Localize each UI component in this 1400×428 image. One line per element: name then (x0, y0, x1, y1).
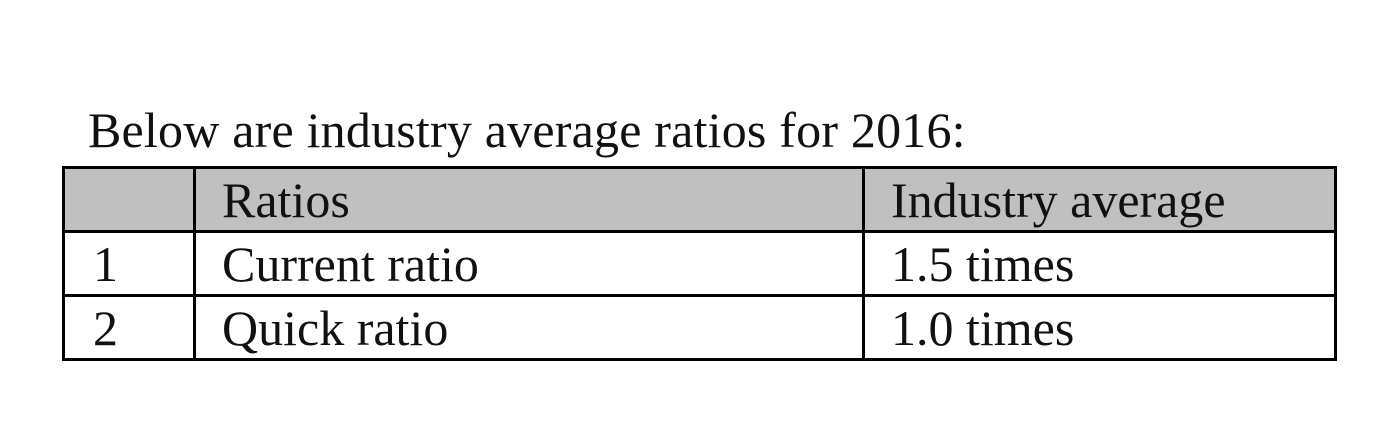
header-industry-average-cell: Industry average (862, 166, 1337, 233)
row-number-cell: 1 (62, 230, 196, 297)
industry-ratios-table: Ratios Industry average 1 Current ratio … (62, 166, 1337, 361)
table-row: 1 Current ratio 1.5 times (62, 230, 1337, 297)
row-number-cell: 2 (62, 294, 196, 361)
table-row: 2 Quick ratio 1.0 times (62, 294, 1337, 361)
row-average-cell: 1.0 times (862, 294, 1337, 361)
row-ratio-cell: Current ratio (193, 230, 865, 297)
header-ratios-cell: Ratios (193, 166, 865, 233)
table-header-row: Ratios Industry average (62, 166, 1337, 233)
table-caption: Below are industry average ratios for 20… (88, 102, 966, 158)
row-ratio-cell: Quick ratio (193, 294, 865, 361)
header-number-cell (62, 166, 196, 233)
row-average-cell: 1.5 times (862, 230, 1337, 297)
